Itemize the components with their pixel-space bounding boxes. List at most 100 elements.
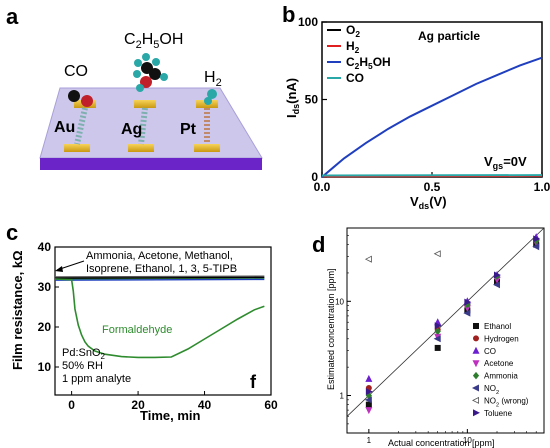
plot-d-legend-entry: Acetone xyxy=(484,359,514,368)
plot-d-ticks: 1 10 1 10 xyxy=(335,235,537,445)
plot-d-point xyxy=(364,255,372,263)
plot-c-ticks: 0 20 40 60 10 20 30 40 xyxy=(38,240,278,412)
plot-c-xtick-label: 20 xyxy=(131,398,145,412)
ethanol-molecule xyxy=(133,53,168,92)
plot-b-xtick-label: 1.0 xyxy=(534,180,550,194)
plot-c-ytick-label: 20 xyxy=(38,320,52,334)
plot-c-condition-3: 1 ppm analyte xyxy=(62,373,131,385)
plot-d-legend-marker xyxy=(472,360,480,368)
plot-c-sublabel: f xyxy=(250,372,257,392)
plot-c-xtick-label: 60 xyxy=(264,398,278,412)
plot-c-series-line xyxy=(54,277,265,280)
plot-c-annotation-line2: Isoprene, Ethanol, 1, 3, 5-TIPB xyxy=(86,263,237,275)
panel-b-label: b xyxy=(282,2,295,27)
plot-b-ticks: 0.0 0.5 1.0 0 50 100 xyxy=(298,15,550,194)
plot-d-point xyxy=(492,281,501,289)
plot-d-xtick-label: 10 xyxy=(463,436,472,445)
plot-c-xtick-label: 40 xyxy=(198,398,212,412)
plot-d-point xyxy=(365,388,373,396)
panel-d-chart: d 1 10 1 10 Ethanol Hydrogen CO Acetone Ammonia… xyxy=(312,227,545,448)
plot-c-series-line xyxy=(54,276,265,279)
plot-c-series-line xyxy=(54,278,265,359)
plot-c-ytick-label: 30 xyxy=(38,280,52,294)
plot-d-point xyxy=(365,374,373,382)
plot-d-point xyxy=(433,250,441,258)
plot-b-xtick-label: 0.0 xyxy=(314,180,331,194)
plot-d-legend-marker xyxy=(471,384,480,392)
plot-b-xlabel: Vds(V) xyxy=(410,194,447,211)
plot-b-legend-entry: C2H5OH xyxy=(346,55,391,71)
plot-c-xtick-label: 0 xyxy=(68,398,75,412)
plot-c-curve-label: Formaldehyde xyxy=(102,324,172,336)
ag-electrode-bottom xyxy=(128,144,154,152)
plot-c-arrowhead xyxy=(55,266,63,272)
plot-d-legend-entry: NO2 xyxy=(484,384,499,396)
panel-c-label: c xyxy=(6,220,18,245)
plot-c-ytick-label: 40 xyxy=(38,240,52,254)
plot-d-legend-entry: NO2 (wrong) xyxy=(484,396,529,408)
plot-d-legend-entry: CO xyxy=(484,347,496,356)
plot-d-legend-entry: Ammonia xyxy=(484,372,518,381)
plot-b-ytick-label: 100 xyxy=(298,15,318,29)
au-electrode-bottom xyxy=(64,144,90,152)
plot-d-legend-marker xyxy=(471,396,480,404)
plot-b-ytick-label: 0 xyxy=(311,170,318,184)
plot-b-xtick-label: 0.5 xyxy=(424,180,441,194)
plot-b-gate-label: Vgs=0V xyxy=(484,154,527,171)
plot-b-series xyxy=(321,56,543,178)
plot-b-ylabel: Ids(nA) xyxy=(284,78,301,118)
plot-c-condition-2: 50% RH xyxy=(62,360,103,372)
h2-atom-2 xyxy=(204,97,212,105)
plot-d-point xyxy=(434,327,441,336)
plot-b-series-line xyxy=(321,56,543,178)
co-oxygen-atom xyxy=(81,95,93,107)
panel-a-label: a xyxy=(6,4,19,29)
plot-d-legend-marker xyxy=(472,335,479,342)
plot-c-frame xyxy=(54,246,272,396)
plot-d-point xyxy=(463,309,471,317)
pt-electrode-bottom xyxy=(194,144,220,152)
plot-d-series xyxy=(346,227,545,417)
plot-c-series xyxy=(54,275,265,359)
plot-d-xtick-label: 1 xyxy=(367,436,372,445)
plot-c-annotation-line1: Ammonia, Acetone, Methanol, xyxy=(86,250,233,262)
plot-d-identity-line xyxy=(346,227,545,417)
plot-d-xlabel: Actual concentration [ppm] xyxy=(388,438,495,448)
plot-d-legend-entry: Toluene xyxy=(484,409,513,418)
plot-b-legend-entry: CO xyxy=(346,71,364,85)
plot-c-series-line xyxy=(54,275,265,278)
plot-d-legend-marker xyxy=(472,409,481,417)
plot-b-legend-entry: H2 xyxy=(346,39,360,55)
plot-d-ytick-label: 1 xyxy=(340,392,345,401)
panel-d-label: d xyxy=(312,232,325,257)
plot-d-ytick-label: 10 xyxy=(335,297,344,306)
molecule-label-h2: H2 xyxy=(204,69,222,89)
h2-atom-1 xyxy=(207,89,217,99)
plot-d-point xyxy=(365,401,372,408)
plot-b-annotation: Ag particle xyxy=(418,29,480,43)
metal-label-ag: Ag xyxy=(121,121,142,138)
plot-d-legend-entry: Hydrogen xyxy=(484,334,519,343)
metal-label-pt: Pt xyxy=(180,121,197,138)
ag-electrode-top xyxy=(134,100,156,108)
plot-c-xlabel: Time, min xyxy=(140,408,201,423)
plot-c-series-line xyxy=(54,278,265,281)
plot-d-point xyxy=(365,407,373,415)
molecule-label-co: CO xyxy=(64,63,88,80)
plot-d-point xyxy=(494,271,502,279)
plot-d-legend-marker xyxy=(472,371,480,380)
plot-d-legend-entry: Ethanol xyxy=(484,322,511,331)
substrate-side xyxy=(40,158,262,170)
plot-d-point xyxy=(533,235,541,243)
plot-d-legend-marker xyxy=(472,322,479,329)
plot-d-point xyxy=(434,344,441,351)
plot-b-legend-entry: O2 xyxy=(346,23,360,39)
metal-label-au: Au xyxy=(54,119,75,136)
plot-c-condition-1: Pd:SnO2 xyxy=(62,347,106,361)
plot-d-point xyxy=(433,335,441,343)
molecule-label-c2h5oh: C2H5OH xyxy=(124,31,183,51)
plot-d-point xyxy=(532,243,540,251)
plot-b-ytick-label: 50 xyxy=(305,93,319,107)
